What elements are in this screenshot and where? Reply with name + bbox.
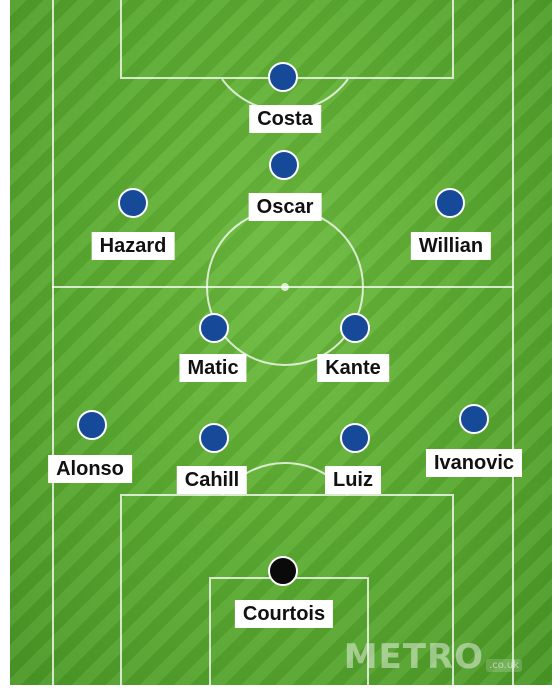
player-marker-alonso <box>77 410 107 440</box>
player-label-oscar: Oscar <box>248 193 322 221</box>
bottom-penalty-box <box>120 494 454 685</box>
player-marker-willian <box>435 188 465 218</box>
player-label-courtois: Courtois <box>234 600 334 628</box>
player-marker-oscar <box>269 150 299 180</box>
player-label-ivanovic: Ivanovic <box>425 449 523 477</box>
player-label-kante: Kante <box>317 354 389 382</box>
player-label-hazard: Hazard <box>91 232 175 260</box>
metro-logo: METRO .co.uk <box>344 637 522 677</box>
player-label-alonso: Alonso <box>48 455 132 483</box>
pitch-boundary <box>52 0 514 685</box>
player-marker-cahill <box>199 423 229 453</box>
player-marker-courtois <box>268 556 298 586</box>
player-marker-ivanovic <box>459 404 489 434</box>
player-label-luiz: Luiz <box>325 466 381 494</box>
player-marker-matic <box>199 313 229 343</box>
player-label-willian: Willian <box>410 232 492 260</box>
player-marker-costa <box>268 62 298 92</box>
player-marker-hazard <box>118 188 148 218</box>
player-label-costa: Costa <box>249 105 321 133</box>
player-marker-luiz <box>340 423 370 453</box>
football-pitch: Costa Oscar Hazard Willian Matic Kante A… <box>10 0 552 685</box>
player-label-cahill: Cahill <box>176 466 248 494</box>
centre-spot <box>281 283 289 291</box>
player-marker-kante <box>340 313 370 343</box>
player-label-matic: Matic <box>179 354 247 382</box>
